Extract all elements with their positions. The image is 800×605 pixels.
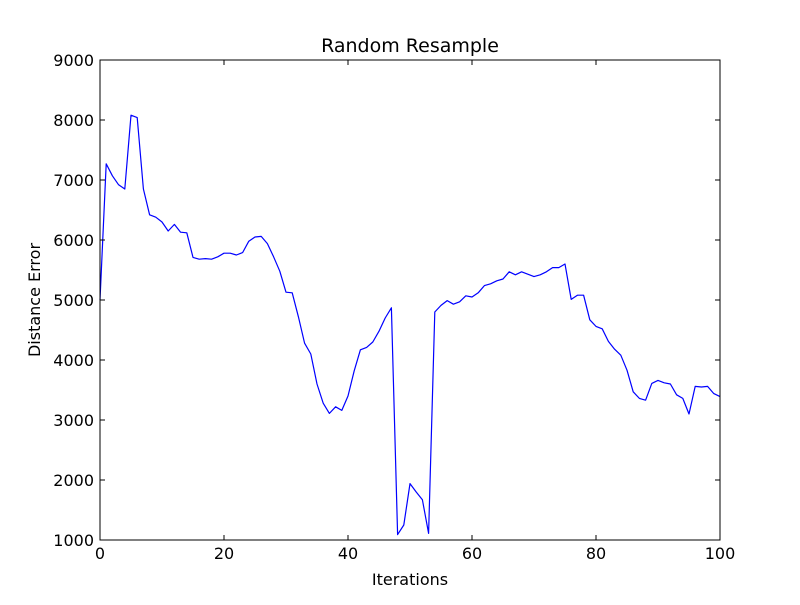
y-tick-label: 8000 [53,111,94,130]
y-tick-label: 7000 [53,171,94,190]
y-tick-label: 1000 [53,531,94,550]
y-tick-label: 6000 [53,231,94,250]
x-axis-title: Iterations [372,570,448,589]
x-tick-label: 60 [462,544,482,563]
chart-title: Random Resample [321,35,499,57]
series-line-0 [99,114,721,536]
plot-frame [99,59,721,541]
plot-area: 0 20 40 60 80 100 1000 2000 3000 4000 5000 6000 7000… [53,51,735,563]
x-tick-label: 40 [338,544,358,563]
x-tick-label: 80 [586,544,606,563]
x-tick-label: 100 [705,544,736,563]
y-tick-label: 3000 [53,411,94,430]
y-tick-label: 2000 [53,471,94,490]
y-tick-label: 5000 [53,291,94,310]
y-axis-title: Distance Error [25,243,44,357]
x-tick-label: 0 [95,544,105,563]
y-tick-label: 9000 [53,51,94,70]
y-tick-label: 4000 [53,351,94,370]
x-tick-label: 20 [214,544,234,563]
